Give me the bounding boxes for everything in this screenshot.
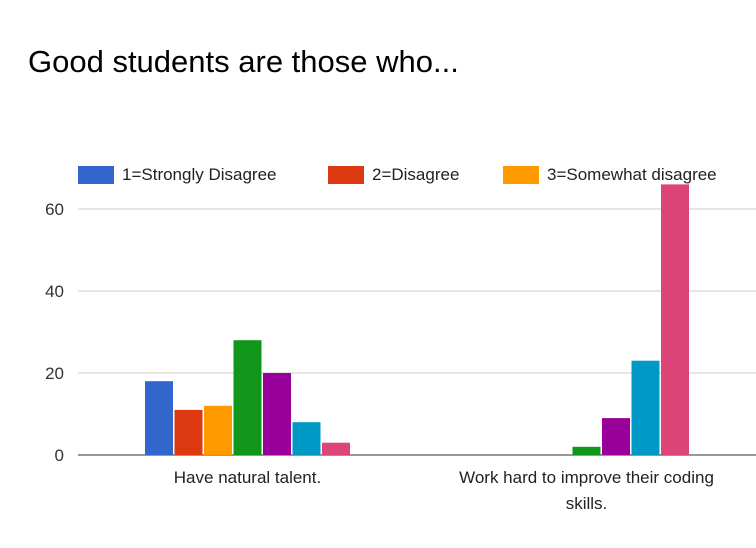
x-category-label: Work hard to improve their coding skills. [459, 468, 714, 513]
y-tick-label: 0 [55, 446, 64, 465]
y-tick-label: 40 [45, 282, 64, 301]
bar[interactable] [602, 418, 630, 455]
x-category-label: Have natural talent. [174, 468, 321, 487]
bar[interactable] [233, 340, 262, 455]
bar[interactable] [145, 381, 173, 455]
bar[interactable] [322, 442, 350, 455]
bar[interactable] [572, 446, 601, 455]
x-category-label-line: Have natural talent. [174, 468, 321, 487]
bar[interactable] [661, 184, 689, 455]
x-category-label-line: Work hard to improve their coding [459, 468, 714, 487]
bar[interactable] [292, 422, 321, 455]
bar[interactable] [204, 405, 232, 455]
x-category-label-line: skills. [566, 494, 608, 513]
chart-title: Good students are those who... [28, 44, 459, 79]
y-tick-label: 20 [45, 364, 64, 383]
bar[interactable] [631, 360, 660, 455]
bar[interactable] [263, 373, 291, 455]
bar[interactable] [174, 409, 203, 455]
y-tick-label: 60 [45, 200, 64, 219]
